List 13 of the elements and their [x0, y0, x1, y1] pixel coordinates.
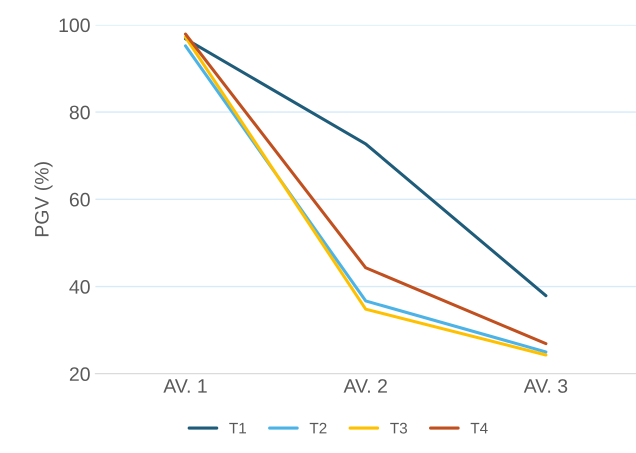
x-tick-label: AV. 2	[344, 379, 387, 393]
x-tick-label: AV. 3	[524, 379, 568, 393]
legend-label: T3	[390, 422, 408, 434]
legend-label: T1	[229, 422, 246, 434]
legend-label: T2	[310, 422, 326, 434]
y-tick-label: 40	[69, 280, 90, 294]
y-axis-title: PGV (%)	[34, 162, 53, 236]
y-tick-label: 20	[70, 367, 90, 381]
y-tick-label: 60	[70, 192, 90, 207]
x-tick-label: AV. 1	[163, 379, 207, 393]
legend-label: T4	[470, 422, 488, 434]
y-tick-label: 100	[60, 18, 90, 32]
y-tick-label: 80	[70, 106, 90, 120]
